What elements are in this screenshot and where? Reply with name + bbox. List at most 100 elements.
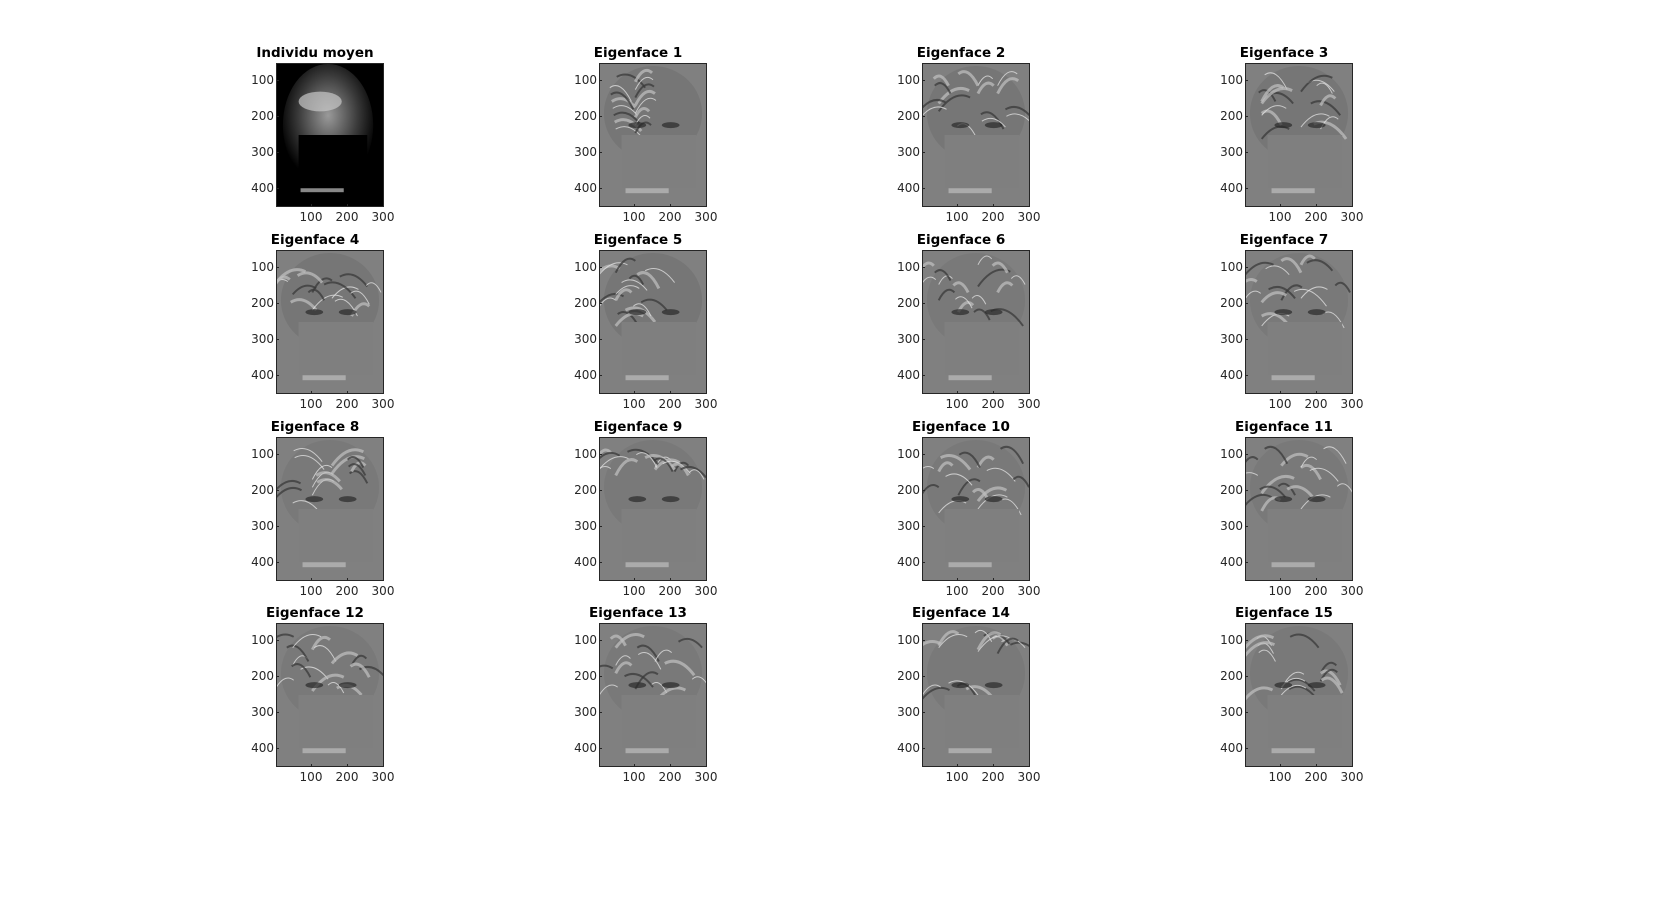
x-tick-label: 200 <box>335 584 359 598</box>
y-tick-label: 200 <box>251 109 274 123</box>
eigenface-panel: Eigenface 5 100 200 300 400 100 200 300 <box>573 232 717 417</box>
y-tick-mark <box>599 152 602 153</box>
x-tick-label: 300 <box>694 397 718 411</box>
eigenface-image <box>277 251 383 393</box>
y-tick-label: 400 <box>251 181 274 195</box>
y-tick-label: 200 <box>897 483 920 497</box>
y-tick-label: 400 <box>897 181 920 195</box>
y-tick-mark <box>599 339 602 340</box>
x-tick-mark <box>993 764 994 767</box>
x-tick-mark <box>670 391 671 394</box>
x-tick-mark <box>1316 578 1317 581</box>
x-tick-mark <box>706 391 707 394</box>
eigenface-image <box>923 438 1029 580</box>
x-tick-label: 200 <box>658 397 682 411</box>
image-axes <box>276 437 384 581</box>
y-tick-mark <box>599 375 602 376</box>
image-axes <box>922 250 1030 394</box>
y-tick-mark <box>599 676 602 677</box>
panel-title: Eigenface 13 <box>589 605 687 621</box>
y-tick-mark <box>922 80 925 81</box>
y-tick-label: 400 <box>574 741 597 755</box>
eigenface-image <box>277 438 383 580</box>
y-tick-mark <box>1245 188 1248 189</box>
panel-title: Eigenface 3 <box>1239 45 1329 61</box>
y-tick-mark <box>1245 267 1248 268</box>
y-tick-label: 200 <box>574 669 597 683</box>
x-tick-label: 100 <box>945 584 969 598</box>
eigenface-image <box>1246 438 1352 580</box>
x-tick-mark <box>993 204 994 207</box>
x-tick-mark <box>1352 578 1353 581</box>
eigenface-panel: Eigenface 10 100 200 300 400 100 200 300 <box>896 419 1040 604</box>
panel-title: Eigenface 8 <box>270 419 360 435</box>
y-tick-mark <box>922 152 925 153</box>
y-tick-mark <box>599 454 602 455</box>
y-tick-mark <box>276 676 279 677</box>
y-tick-mark <box>276 712 279 713</box>
x-tick-label: 100 <box>299 397 323 411</box>
eigenface-panel: Eigenface 11 100 200 300 400 100 200 300 <box>1219 419 1363 604</box>
x-tick-label: 300 <box>694 770 718 784</box>
y-tick-label: 200 <box>897 669 920 683</box>
x-tick-mark <box>1316 204 1317 207</box>
y-tick-mark <box>922 303 925 304</box>
y-tick-mark <box>599 526 602 527</box>
y-tick-label: 200 <box>574 109 597 123</box>
y-tick-mark <box>922 188 925 189</box>
y-tick-label: 100 <box>574 447 597 461</box>
y-tick-mark <box>1245 640 1248 641</box>
y-tick-label: 400 <box>897 741 920 755</box>
y-tick-label: 100 <box>574 260 597 274</box>
image-axes <box>276 63 384 207</box>
x-tick-label: 300 <box>1340 397 1364 411</box>
y-tick-mark <box>922 640 925 641</box>
y-tick-label: 100 <box>574 73 597 87</box>
panel-title: Eigenface 14 <box>912 605 1010 621</box>
y-tick-label: 100 <box>1220 73 1243 87</box>
x-tick-mark <box>634 578 635 581</box>
image-axes <box>599 623 707 767</box>
x-tick-mark <box>383 764 384 767</box>
y-tick-label: 300 <box>1220 519 1243 533</box>
y-tick-mark <box>599 267 602 268</box>
x-tick-label: 300 <box>371 584 395 598</box>
eigenface-panel: Eigenface 8 100 200 300 400 100 200 300 <box>250 419 394 604</box>
y-tick-mark <box>276 303 279 304</box>
x-tick-mark <box>706 204 707 207</box>
x-tick-mark <box>1280 578 1281 581</box>
y-tick-label: 100 <box>897 447 920 461</box>
mean-face-panel: Individu moyen 100 200 300 400 100 200 300 <box>250 45 394 230</box>
y-tick-label: 300 <box>251 705 274 719</box>
y-tick-label: 400 <box>897 555 920 569</box>
image-axes <box>1245 250 1353 394</box>
panel-title: Eigenface 7 <box>1239 232 1329 248</box>
x-tick-mark <box>634 204 635 207</box>
y-tick-mark <box>922 375 925 376</box>
panel-title: Eigenface 5 <box>593 232 683 248</box>
x-tick-mark <box>634 764 635 767</box>
x-tick-mark <box>347 391 348 394</box>
image-axes <box>1245 623 1353 767</box>
y-tick-label: 100 <box>574 633 597 647</box>
x-tick-mark <box>706 764 707 767</box>
y-tick-mark <box>276 152 279 153</box>
eigenface-panel: Eigenface 15 100 200 300 400 100 200 300 <box>1219 605 1363 790</box>
y-tick-label: 100 <box>897 260 920 274</box>
x-tick-mark <box>347 204 348 207</box>
x-tick-label: 200 <box>335 397 359 411</box>
x-tick-label: 100 <box>1268 210 1292 224</box>
y-tick-mark <box>922 676 925 677</box>
y-tick-label: 400 <box>574 181 597 195</box>
x-tick-label: 200 <box>1304 584 1328 598</box>
image-axes <box>1245 437 1353 581</box>
y-tick-mark <box>1245 712 1248 713</box>
x-tick-label: 100 <box>945 397 969 411</box>
y-tick-mark <box>599 80 602 81</box>
y-tick-label: 300 <box>574 145 597 159</box>
y-tick-mark <box>276 748 279 749</box>
y-tick-label: 300 <box>897 145 920 159</box>
y-tick-mark <box>276 188 279 189</box>
eigenface-image <box>1246 64 1352 206</box>
x-tick-label: 300 <box>371 210 395 224</box>
